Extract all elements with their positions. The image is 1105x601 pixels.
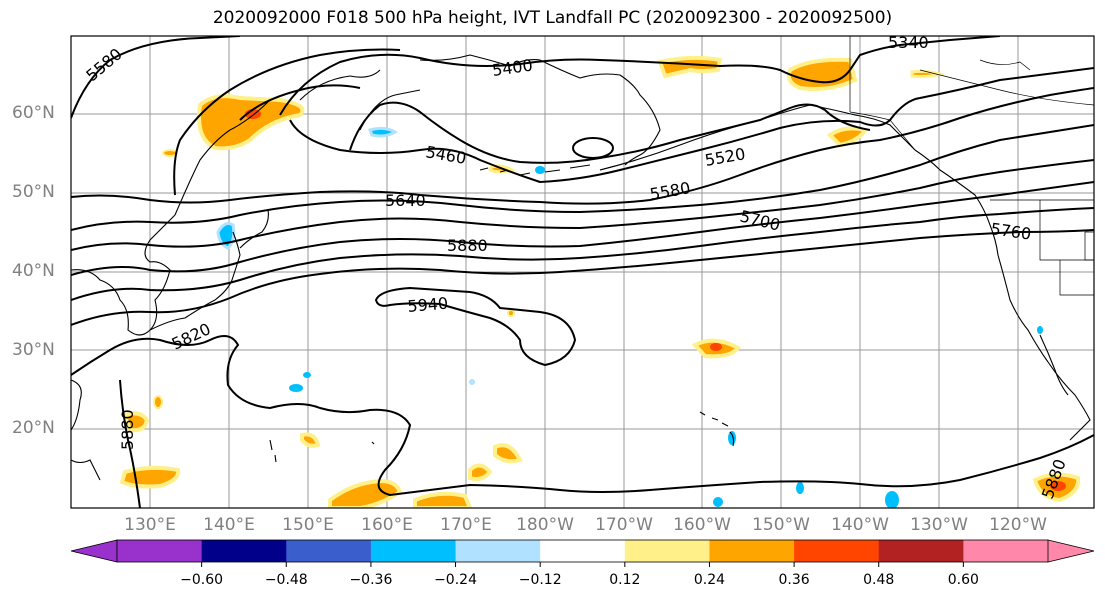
- lon-label: 150°W: [752, 515, 810, 535]
- colorbar-bin: [117, 540, 203, 562]
- colorbar-bin: [878, 540, 964, 562]
- colorbar-bin: [201, 540, 287, 562]
- lon-label: 140°E: [203, 515, 255, 535]
- lon-label: 150°E: [282, 515, 334, 535]
- colorbar-tick-label: −0.60: [180, 572, 224, 588]
- lon-label: 160°E: [361, 515, 413, 535]
- colorbar-bin: [624, 540, 710, 562]
- contour-label: 5880: [118, 409, 137, 450]
- colorbar-tick-label: −0.24: [434, 572, 477, 588]
- lat-label: 60°N: [12, 103, 55, 123]
- contour-label: 5640: [385, 191, 426, 210]
- colorbar-bin: [709, 540, 795, 562]
- contour-label: 5880: [447, 236, 488, 255]
- lon-label: 130°E: [124, 515, 176, 535]
- colorbar-tick-label: 0.60: [947, 572, 979, 588]
- lon-label: 180°W: [516, 515, 574, 535]
- lon-label: 170°W: [595, 515, 653, 535]
- colorbar-bin: [794, 540, 880, 562]
- lon-label: 160°W: [673, 515, 731, 535]
- lat-label: 20°N: [12, 418, 55, 438]
- colorbar-tick-label: −0.48: [264, 572, 308, 588]
- colorbar-bin: [370, 540, 457, 562]
- colorbar-tick-label: 0.12: [609, 572, 641, 588]
- colorbar-bin: [286, 540, 372, 562]
- lat-label: 50°N: [12, 182, 55, 202]
- colorbar-bin: [455, 540, 541, 562]
- coastlines: [71, 54, 1091, 481]
- lon-label: 130°W: [910, 515, 968, 535]
- lon-label: 170°E: [440, 515, 492, 535]
- lon-label: 120°W: [989, 515, 1047, 535]
- colorbar-bin: [963, 540, 1049, 562]
- lat-label: 30°N: [12, 340, 55, 360]
- height-contours: [71, 36, 1094, 508]
- lon-label: 140°W: [831, 515, 889, 535]
- colorbar-extend-high: [1047, 539, 1095, 563]
- colorbar: [70, 539, 1095, 567]
- colorbar-bin: [540, 540, 626, 562]
- colorbar-tick-label: −0.12: [518, 572, 562, 588]
- colorbar-tick-label: 0.48: [863, 572, 895, 588]
- colorbar-tick-label: 0.24: [693, 572, 726, 588]
- colorbar-extend-low: [70, 539, 118, 563]
- lat-label: 40°N: [12, 261, 55, 281]
- colorbar-tick-label: 0.36: [778, 572, 810, 588]
- figure-title: 2020092000 F018 500 hPa height, IVT Land…: [212, 8, 893, 28]
- map-frame: [70, 35, 1095, 509]
- contour-label: 5940: [407, 294, 449, 316]
- colorbar-tick-label: −0.36: [349, 572, 393, 588]
- contour-label: 5340: [888, 33, 929, 52]
